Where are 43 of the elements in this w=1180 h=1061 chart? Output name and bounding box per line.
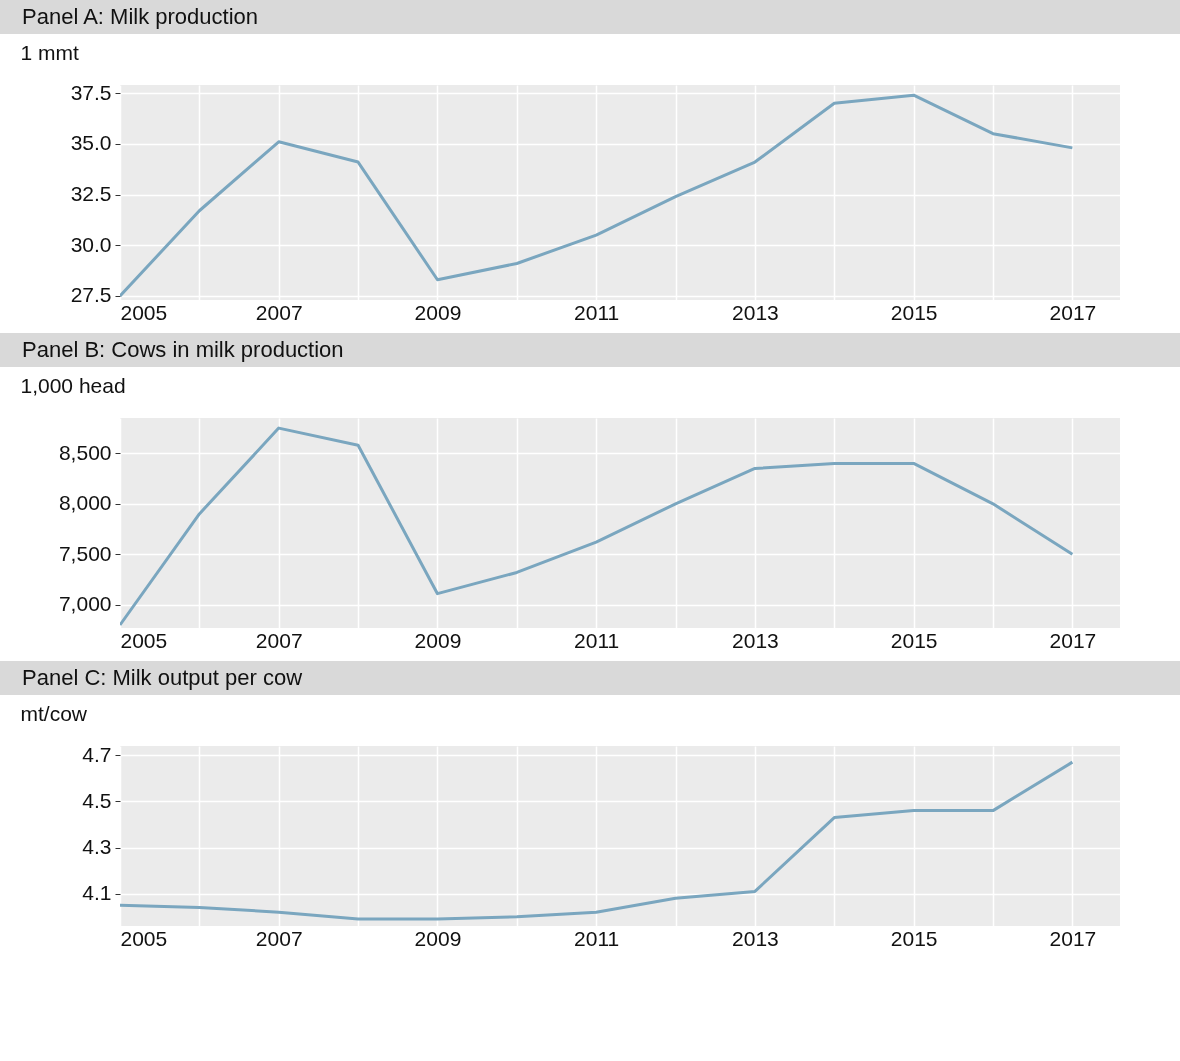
x-tick-label: 2015 [890,628,938,652]
line-series [120,426,1074,627]
y-tick-label: 8,500 [58,440,112,464]
x-tick-label: 2017 [1049,628,1097,652]
x-tick-label: 2009 [414,926,462,950]
x-tick-label: 2013 [732,628,779,652]
y-tick-label: 35.0 [70,131,112,155]
x-tick-label: 2015 [890,926,938,950]
x-tick-label: 2011 [574,300,620,324]
chart-title: Panel C: Milk output per cow [0,661,1180,695]
y-tick-label: 27.5 [70,283,112,307]
y-tick-label: 4.7 [82,742,112,766]
x-tick-label: 2007 [255,926,303,950]
line-series [120,760,1074,921]
y-axis-title: 1,000 head [20,373,126,397]
y-tick-label: 37.5 [70,80,112,104]
x-tick-label: 2015 [890,300,938,324]
x-tick-label: 2013 [732,926,779,950]
y-tick-label: 7,000 [58,592,112,616]
y-axis-title: mt/cow [20,701,88,725]
x-tick-label: 2005 [120,926,168,950]
chart-title: Panel B: Cows in milk production [0,333,1180,367]
x-tick-label: 2009 [414,300,462,324]
line-series [120,93,1074,298]
x-tick-label: 2009 [414,628,462,652]
x-tick-label: 2005 [120,300,168,324]
x-tick-label: 2017 [1049,926,1097,950]
y-tick-label: 7,500 [58,541,112,565]
x-tick-label: 2005 [120,628,168,652]
y-tick-label: 30.0 [70,232,112,256]
x-tick-label: 2007 [255,628,303,652]
x-tick-label: 2011 [574,628,620,652]
y-tick-label: 4.1 [82,881,112,905]
x-tick-label: 2007 [255,300,303,324]
x-tick-label: 2017 [1049,300,1097,324]
y-tick-label: 4.5 [82,788,112,812]
y-tick-label: 8,000 [58,491,112,515]
y-tick-label: 32.5 [70,182,112,206]
x-tick-label: 2011 [574,926,620,950]
x-tick-label: 2013 [732,300,779,324]
y-axis-title: 1 mmt [20,40,79,64]
chart-title: Panel A: Milk production [0,0,1180,34]
y-tick-label: 4.3 [82,835,112,859]
